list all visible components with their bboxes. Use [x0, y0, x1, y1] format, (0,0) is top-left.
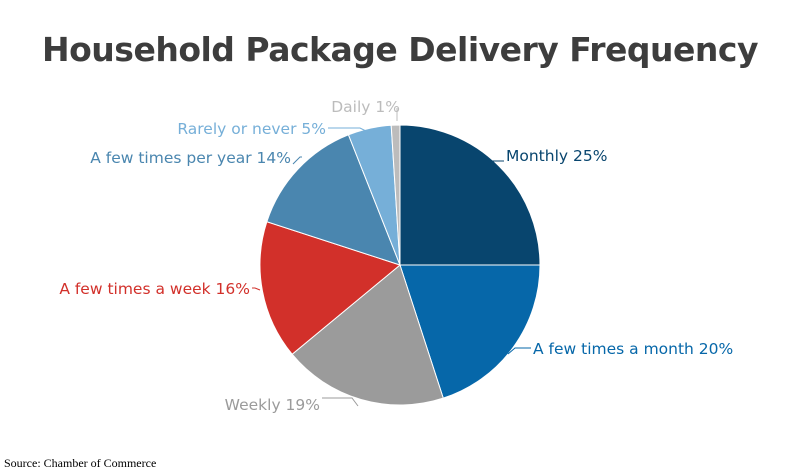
slice-label-7: Daily 1%	[331, 98, 400, 116]
pie-slice-5	[266, 134, 401, 266]
pie-slice-2	[399, 264, 541, 399]
slice-label-6: Rarely or never 5%	[177, 120, 326, 138]
slice-label-3: Weekly 19%	[225, 396, 320, 414]
pie-slice-3	[291, 264, 444, 406]
chart-title: Household Package Delivery Frequency	[42, 30, 758, 69]
leader-line-5	[292, 156, 302, 165]
source-note: Source: Chamber of Commerce	[4, 456, 157, 470]
slice-label-4: A few times a week 16%	[59, 280, 250, 298]
slice-label-5: A few times per year 14%	[90, 149, 291, 167]
slice-label-2: A few times a month 20%	[533, 340, 733, 358]
pie-slice-4	[259, 221, 402, 355]
pie-slice-7	[390, 124, 401, 266]
leader-line-1	[472, 153, 504, 162]
leader-line-6	[328, 127, 369, 133]
slice-label-1: Monthly 25%	[506, 147, 607, 165]
leader-line-4	[252, 287, 261, 291]
leader-line-3	[322, 397, 359, 407]
leader-line-2	[507, 347, 531, 355]
pie-slice-1	[399, 124, 541, 266]
